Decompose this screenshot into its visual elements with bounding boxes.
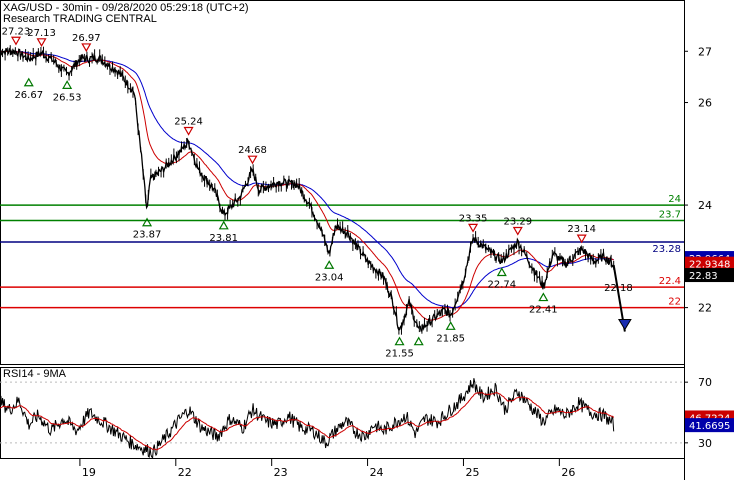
badge-ma-fast-bg [685, 256, 734, 271]
x-tick-label: 22 [178, 466, 192, 479]
rsi-panel-label: RSI14 - 9MA [3, 368, 66, 380]
swing-low-marker [394, 336, 405, 346]
chart-title: XAG/USD - 30min - 09/28/2020 05:29:18 (U… [3, 2, 249, 14]
swing-low-marker [218, 220, 229, 230]
price-y-tick-label: 24 [698, 199, 712, 212]
rsi-y-tick-label: 70 [698, 376, 712, 389]
x-tick-label: 25 [465, 466, 479, 479]
swing-high-label: 27.13 [27, 28, 56, 39]
rsi-line [0, 378, 615, 459]
level-label: 24 [668, 194, 681, 205]
price-y-tick-label: 27 [698, 45, 712, 58]
x-tick-label: 26 [561, 466, 575, 479]
swing-high-marker [512, 226, 523, 236]
annotation-label: 22.18 [604, 283, 633, 294]
badge-last-price-bg [685, 268, 734, 283]
swing-high-marker [183, 126, 194, 136]
x-tick-label: 23 [274, 466, 288, 479]
swing-low-label: 23.87 [133, 230, 162, 241]
swing-low-label: 21.85 [436, 333, 465, 344]
swing-low-marker [445, 321, 456, 330]
rsi-panel-frame [0, 367, 685, 459]
price-y-tick-label: 26 [698, 97, 712, 110]
swing-low-marker [538, 292, 549, 302]
swing-high-label: 23.29 [503, 216, 532, 227]
price-line [0, 47, 615, 332]
swing-low-label: 21.55 [385, 349, 414, 360]
swing-low-marker [496, 267, 507, 277]
swing-low-marker [141, 217, 153, 227]
level-label: 22.4 [659, 276, 681, 287]
swing-high-marker [10, 36, 22, 46]
badge-rsi-value: 41.6695 [689, 421, 730, 432]
level-label: 23.28 [652, 244, 681, 255]
swing-high-marker [36, 38, 47, 48]
badge-ma-fast: 22.9348 [689, 260, 730, 271]
level-label: 23.7 [659, 209, 681, 220]
swing-high-label: 27.23 [2, 26, 31, 37]
swing-low-label: 26.53 [53, 92, 82, 103]
level-label: 22 [668, 297, 681, 308]
swing-low-marker [413, 336, 424, 346]
price-ma-fast-line [0, 50, 614, 321]
chart-source: Research TRADING CENTRAL [3, 13, 157, 25]
price-y-tick-label: 22 [698, 302, 712, 315]
x-tick-label: 24 [370, 466, 384, 479]
rsi-ma-line [0, 391, 615, 451]
swing-high-marker [81, 43, 92, 53]
swing-high-label: 24.68 [238, 145, 267, 156]
swing-low-label: 23.81 [209, 233, 238, 244]
swing-high-label: 23.14 [567, 224, 596, 235]
swing-low-label: 26.67 [14, 90, 43, 101]
swing-low-marker [23, 77, 34, 87]
swing-high-marker [247, 155, 258, 165]
badge-last-price: 22.83 [689, 271, 718, 282]
swing-low-label: 23.04 [315, 272, 344, 283]
swing-low-marker [62, 80, 73, 89]
rsi-y-tick-label: 30 [698, 437, 712, 450]
swing-high-label: 25.24 [174, 116, 203, 127]
price-panel-frame [0, 0, 685, 365]
swing-high-marker [576, 234, 587, 244]
forecast-arrowhead [617, 319, 632, 331]
swing-high-marker [468, 223, 479, 233]
swing-low-marker [324, 260, 335, 269]
swing-low-label: 22.74 [487, 279, 516, 290]
swing-low-label: 22.41 [529, 305, 558, 316]
price-ma-slow-line [0, 50, 614, 309]
badge-rsi-value-bg [685, 418, 734, 433]
swing-high-label: 26.97 [72, 33, 101, 44]
x-tick-label: 19 [82, 466, 96, 479]
swing-high-label: 23.35 [459, 213, 488, 224]
